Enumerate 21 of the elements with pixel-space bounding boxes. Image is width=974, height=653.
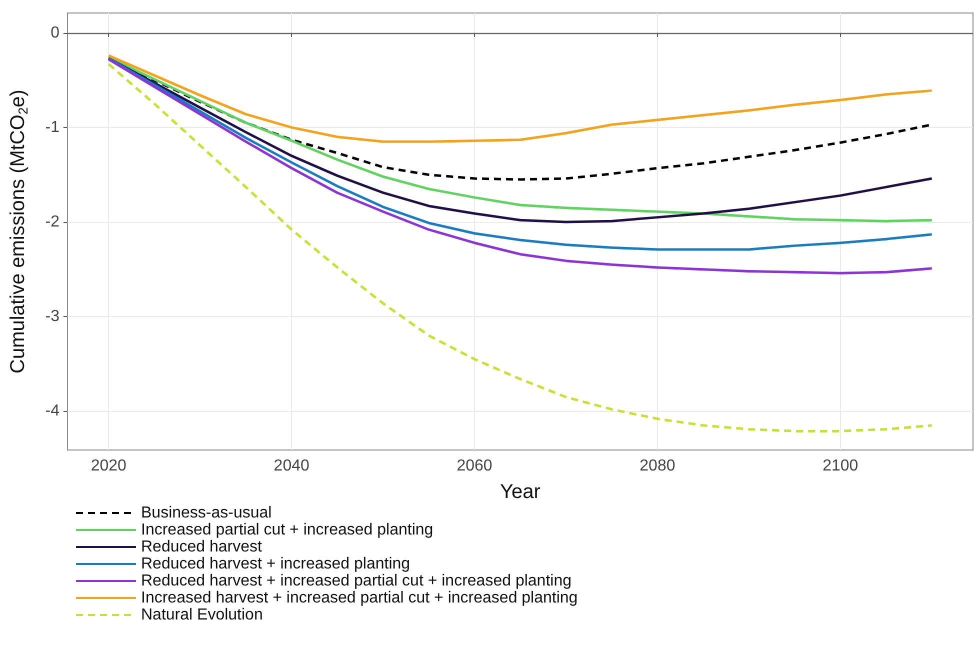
legend-label: Natural Evolution xyxy=(141,606,263,624)
legend-label: Reduced harvest + increased partial cut + increased planting xyxy=(141,572,572,590)
x-tick-label: 2020 xyxy=(90,458,127,474)
legend-label: Increased harvest + increased partial cut + increased planting xyxy=(141,590,578,606)
legend-label: Reduced harvest + increased planting xyxy=(141,556,410,572)
x-axis-title: Year xyxy=(500,481,541,503)
x-tick-label: 2100 xyxy=(822,458,858,474)
x-tick-label: 2080 xyxy=(640,458,676,474)
legend-label: Business-as-usual xyxy=(141,504,272,522)
line-series xyxy=(107,54,934,143)
y-tick-label: 0 xyxy=(50,24,60,42)
x-tick-label: 2060 xyxy=(456,458,492,474)
y-tick-label: -3 xyxy=(45,308,60,326)
line-series xyxy=(107,62,934,432)
y-tick-label: -2 xyxy=(45,214,60,231)
y-tick-label: -1 xyxy=(45,118,60,136)
legend-label: Increased partial cut + increased planting xyxy=(141,522,434,538)
x-tick-label: 2040 xyxy=(274,458,310,474)
y-axis-title: Cumulative emissions (MtCO2e) xyxy=(7,90,30,374)
y-tick-label: -4 xyxy=(45,402,60,420)
legend-label: Reduced harvest xyxy=(141,538,263,556)
